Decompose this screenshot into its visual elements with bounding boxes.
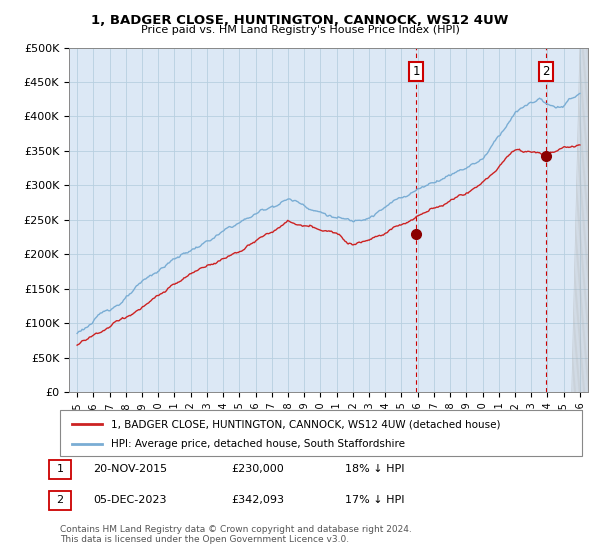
Text: 2: 2 [56, 495, 64, 505]
Text: 17% ↓ HPI: 17% ↓ HPI [345, 495, 404, 505]
Text: £230,000: £230,000 [231, 464, 284, 474]
Text: 1, BADGER CLOSE, HUNTINGTON, CANNOCK, WS12 4UW: 1, BADGER CLOSE, HUNTINGTON, CANNOCK, WS… [91, 14, 509, 27]
Text: £342,093: £342,093 [231, 495, 284, 505]
Text: HPI: Average price, detached house, South Staffordshire: HPI: Average price, detached house, Sout… [111, 439, 405, 449]
Text: 18% ↓ HPI: 18% ↓ HPI [345, 464, 404, 474]
Text: 1, BADGER CLOSE, HUNTINGTON, CANNOCK, WS12 4UW (detached house): 1, BADGER CLOSE, HUNTINGTON, CANNOCK, WS… [111, 419, 500, 430]
Text: 1: 1 [56, 464, 64, 474]
Text: Contains HM Land Registry data © Crown copyright and database right 2024.
This d: Contains HM Land Registry data © Crown c… [60, 525, 412, 544]
Text: Price paid vs. HM Land Registry's House Price Index (HPI): Price paid vs. HM Land Registry's House … [140, 25, 460, 35]
Text: 2: 2 [542, 65, 550, 78]
Text: 20-NOV-2015: 20-NOV-2015 [93, 464, 167, 474]
Text: 1: 1 [412, 65, 420, 78]
Text: 05-DEC-2023: 05-DEC-2023 [93, 495, 167, 505]
